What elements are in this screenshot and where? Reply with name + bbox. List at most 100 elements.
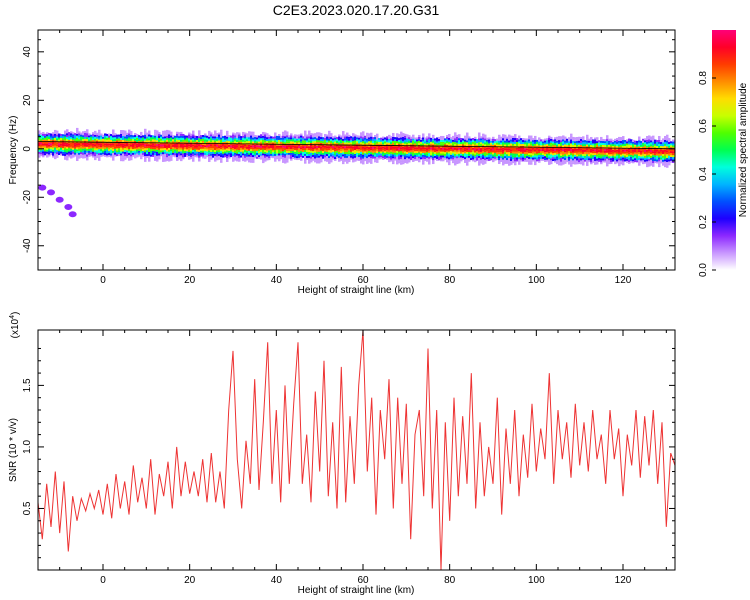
heatmap-cell	[210, 132, 213, 135]
heatmap-cell	[268, 148, 271, 151]
heatmap-cell	[358, 149, 361, 152]
heatmap-cell	[660, 157, 663, 160]
heatmap-cell	[554, 137, 557, 140]
heatmap-cell	[642, 154, 645, 157]
heatmap-cell	[56, 142, 59, 145]
heatmap-cell	[418, 148, 421, 151]
heatmap-cell	[370, 146, 373, 149]
heatmap-cell	[556, 152, 559, 155]
colorbar-tick-label: 0.2	[698, 215, 709, 229]
heatmap-cell	[308, 159, 311, 162]
heatmap-cell	[44, 141, 47, 144]
heatmap-cell	[376, 154, 379, 158]
heatmap-cell	[580, 140, 583, 143]
heatmap-cell	[556, 162, 559, 165]
heatmap-cell	[416, 158, 419, 161]
heatmap-cell	[78, 133, 81, 136]
heatmap-cell	[150, 152, 153, 155]
heatmap-cell	[306, 142, 309, 145]
heatmap-cell	[296, 156, 299, 159]
heatmap-cell	[324, 159, 327, 162]
heatmap-cell	[314, 133, 317, 136]
heatmap-cell	[418, 142, 421, 145]
heatmap-cell	[508, 150, 511, 153]
heatmap-cell	[334, 143, 337, 146]
heatmap-cell	[282, 153, 285, 156]
heatmap-cell	[662, 159, 665, 162]
heatmap-cell	[428, 150, 431, 153]
heatmap-cell	[282, 135, 285, 138]
heatmap-cell	[596, 160, 599, 163]
heatmap-cell	[540, 141, 543, 144]
heatmap-cell	[282, 147, 285, 150]
heatmap-cell	[206, 143, 209, 146]
heatmap-cell	[448, 161, 451, 164]
heatmap-cell	[220, 133, 223, 136]
heatmap-cell	[434, 151, 437, 155]
heatmap-cell	[50, 137, 53, 140]
heatmap-cell	[144, 150, 147, 153]
heatmap-cell	[400, 147, 403, 150]
heatmap-cell	[394, 152, 397, 155]
heatmap-cell	[596, 143, 599, 146]
heatmap-cell	[532, 140, 535, 143]
heatmap-cell	[664, 143, 667, 146]
heatmap-cell	[346, 134, 349, 137]
heatmap-cell	[244, 148, 247, 151]
heatmap-cell	[290, 133, 293, 136]
heatmap-cell	[88, 148, 91, 151]
heatmap-cell	[100, 152, 103, 155]
heatmap-cell	[168, 147, 171, 150]
heatmap-cell	[174, 143, 177, 146]
heatmap-cell	[206, 149, 209, 152]
heatmap-cell	[584, 140, 587, 143]
heatmap-cell	[380, 149, 383, 152]
heatmap-cell	[426, 149, 429, 153]
heatmap-cell	[470, 156, 473, 159]
heatmap-cell	[482, 133, 485, 136]
heatmap-cell	[606, 137, 609, 140]
heatmap-cell	[568, 152, 571, 155]
heatmap-cell	[478, 157, 481, 160]
heatmap-cell	[202, 140, 205, 143]
heatmap-cell	[434, 150, 437, 153]
heatmap-cell	[592, 156, 595, 160]
heatmap-cell	[292, 149, 295, 152]
heatmap-cell	[560, 149, 563, 152]
heatmap-cell	[354, 134, 357, 137]
heatmap-cell	[252, 141, 255, 144]
heatmap-cell	[654, 157, 657, 160]
heatmap-cell	[148, 134, 151, 137]
heatmap-cell	[458, 145, 461, 148]
heatmap-cell	[670, 152, 673, 156]
heatmap-cell	[52, 151, 55, 154]
heatmap-cell	[502, 155, 505, 158]
heatmap-cell	[74, 144, 77, 147]
heatmap-cell	[582, 140, 585, 143]
heatmap-cell	[252, 149, 255, 152]
heatmap-cell	[416, 156, 419, 159]
heatmap-cell	[564, 154, 567, 157]
heatmap-cell	[150, 144, 153, 147]
heatmap-cell	[388, 152, 391, 155]
heatmap-cell	[482, 135, 485, 138]
heatmap-cell	[270, 147, 273, 150]
heatmap-cell	[134, 150, 137, 153]
heatmap-cell	[82, 152, 85, 155]
heatmap-cell	[40, 148, 43, 151]
heatmap-cell	[286, 154, 289, 157]
heatmap-cell	[494, 143, 497, 146]
heatmap-cell	[128, 129, 131, 132]
heatmap-cell	[308, 132, 311, 135]
heatmap-cell	[100, 145, 103, 148]
heatmap-cell	[86, 131, 89, 134]
heatmap-cell	[192, 153, 195, 156]
heatmap-cell	[438, 156, 441, 159]
heatmap-cell	[82, 156, 85, 159]
heatmap-cell	[464, 149, 467, 152]
heatmap-cell	[376, 160, 379, 163]
heatmap-cell	[194, 147, 197, 150]
heatmap-cell	[482, 160, 485, 163]
heatmap-cell	[302, 144, 305, 147]
heatmap-cell	[220, 131, 223, 134]
